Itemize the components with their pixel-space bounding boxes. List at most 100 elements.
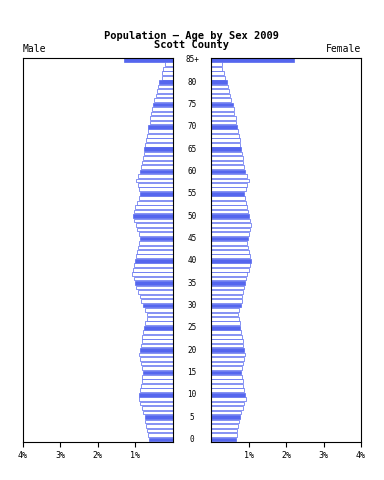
Bar bbox=[211, 89, 229, 93]
Bar bbox=[211, 250, 249, 253]
Bar bbox=[144, 147, 173, 151]
Bar bbox=[211, 348, 244, 352]
Bar bbox=[211, 196, 245, 200]
Bar bbox=[139, 196, 173, 200]
Bar bbox=[211, 361, 243, 365]
Bar bbox=[141, 361, 173, 365]
Text: 10: 10 bbox=[187, 390, 197, 399]
Bar bbox=[152, 107, 173, 111]
Bar bbox=[164, 67, 173, 71]
Bar bbox=[211, 339, 243, 343]
Bar bbox=[137, 201, 173, 204]
Bar bbox=[158, 85, 173, 88]
Bar bbox=[138, 290, 173, 294]
Bar bbox=[211, 201, 246, 204]
Bar bbox=[137, 228, 173, 231]
Bar bbox=[138, 246, 173, 249]
Bar bbox=[211, 411, 241, 414]
Bar bbox=[211, 143, 240, 146]
Text: Male: Male bbox=[23, 44, 46, 54]
Bar bbox=[147, 312, 173, 316]
Bar bbox=[149, 125, 173, 129]
Bar bbox=[143, 411, 173, 414]
Bar bbox=[136, 286, 173, 289]
Bar bbox=[211, 169, 245, 173]
Bar bbox=[211, 152, 242, 156]
Bar bbox=[140, 169, 173, 173]
Bar bbox=[211, 254, 250, 258]
Bar bbox=[211, 179, 249, 182]
Bar bbox=[142, 366, 173, 370]
Text: 80: 80 bbox=[187, 78, 197, 87]
Text: 0: 0 bbox=[190, 435, 194, 444]
Text: 70: 70 bbox=[187, 122, 197, 132]
Bar bbox=[211, 232, 249, 236]
Bar bbox=[149, 438, 173, 441]
Bar bbox=[145, 143, 173, 146]
Bar bbox=[211, 205, 247, 209]
Text: Population — Age by Sex 2009: Population — Age by Sex 2009 bbox=[104, 31, 280, 41]
Bar bbox=[138, 174, 173, 178]
Text: 25: 25 bbox=[187, 323, 197, 332]
Bar bbox=[211, 94, 230, 97]
Bar bbox=[141, 384, 173, 388]
Bar bbox=[211, 375, 242, 379]
Bar bbox=[211, 326, 240, 330]
Text: 75: 75 bbox=[187, 100, 197, 109]
Bar bbox=[211, 120, 236, 124]
Bar bbox=[211, 156, 243, 160]
Bar bbox=[211, 330, 241, 334]
Bar bbox=[162, 72, 173, 75]
Bar bbox=[211, 103, 233, 106]
Bar bbox=[211, 308, 239, 312]
Bar bbox=[211, 188, 246, 191]
Text: 15: 15 bbox=[187, 368, 197, 377]
Bar bbox=[139, 353, 173, 356]
Bar bbox=[141, 165, 173, 169]
Bar bbox=[211, 237, 248, 240]
Bar bbox=[143, 330, 173, 334]
Bar bbox=[211, 268, 249, 272]
Bar bbox=[211, 384, 243, 388]
Bar bbox=[143, 303, 173, 307]
Bar bbox=[211, 165, 244, 169]
Bar bbox=[159, 80, 173, 84]
Bar bbox=[151, 116, 173, 120]
Bar bbox=[211, 397, 246, 401]
Bar bbox=[146, 420, 173, 423]
Bar bbox=[211, 286, 244, 289]
Bar bbox=[142, 380, 173, 383]
Text: 60: 60 bbox=[187, 167, 197, 176]
Bar bbox=[211, 299, 242, 303]
Bar bbox=[148, 130, 173, 133]
Bar bbox=[143, 371, 173, 374]
Text: 50: 50 bbox=[187, 212, 197, 221]
Bar bbox=[144, 152, 173, 156]
Bar bbox=[141, 299, 173, 303]
Bar bbox=[156, 94, 173, 97]
Bar bbox=[211, 116, 235, 120]
Bar bbox=[134, 210, 173, 214]
Bar bbox=[211, 438, 235, 441]
Text: 30: 30 bbox=[187, 301, 197, 310]
Bar bbox=[211, 80, 227, 84]
Bar bbox=[211, 424, 238, 428]
Bar bbox=[134, 219, 173, 222]
Bar bbox=[136, 223, 173, 227]
Bar bbox=[211, 111, 234, 115]
Bar bbox=[142, 335, 173, 338]
Bar bbox=[136, 254, 173, 258]
Bar bbox=[134, 268, 173, 272]
Bar bbox=[151, 111, 173, 115]
Bar bbox=[211, 344, 243, 348]
Bar bbox=[139, 397, 173, 401]
Bar bbox=[142, 161, 173, 164]
Bar bbox=[154, 98, 173, 102]
Text: 35: 35 bbox=[187, 278, 197, 288]
Text: 40: 40 bbox=[187, 256, 197, 265]
Bar bbox=[211, 138, 240, 142]
Bar bbox=[146, 138, 173, 142]
Bar bbox=[211, 183, 247, 187]
Bar bbox=[211, 174, 247, 178]
Bar bbox=[211, 353, 245, 356]
